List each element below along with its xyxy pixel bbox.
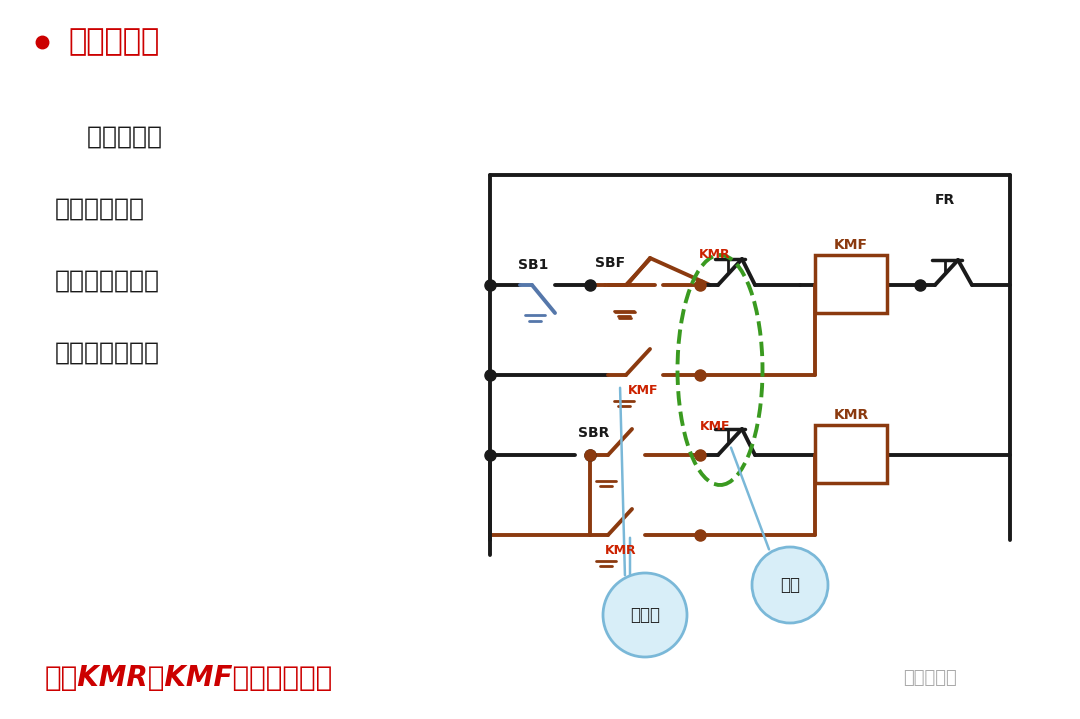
Text: 很多时候，: 很多时候， — [55, 125, 162, 149]
Text: 工控资料窝: 工控资料窝 — [903, 669, 957, 687]
Text: KMR: KMR — [834, 408, 868, 422]
Text: 为了保证继电: 为了保证继电 — [55, 197, 145, 221]
Text: KMR: KMR — [699, 249, 731, 262]
Text: KMF: KMF — [700, 421, 730, 434]
Text: 自保持: 自保持 — [630, 606, 660, 624]
Circle shape — [603, 573, 687, 657]
Text: SB1: SB1 — [518, 258, 549, 272]
Text: 保证KMR及KMF只有一个带电: 保证KMR及KMF只有一个带电 — [45, 664, 334, 692]
Text: 器的单一动作，: 器的单一动作， — [55, 269, 160, 293]
Text: KMR: KMR — [605, 544, 636, 557]
Text: SBR: SBR — [578, 426, 609, 440]
FancyBboxPatch shape — [815, 425, 887, 483]
FancyBboxPatch shape — [815, 255, 887, 313]
Text: 必须设置互锁。: 必须设置互锁。 — [55, 341, 160, 365]
Text: 控制的互锁: 控制的互锁 — [68, 27, 159, 57]
Text: KMF: KMF — [627, 383, 659, 396]
Circle shape — [752, 547, 828, 623]
Text: FR: FR — [935, 193, 955, 207]
Text: KMF: KMF — [834, 238, 868, 252]
Text: SBF: SBF — [595, 256, 625, 270]
Text: 互锁: 互锁 — [780, 576, 800, 594]
